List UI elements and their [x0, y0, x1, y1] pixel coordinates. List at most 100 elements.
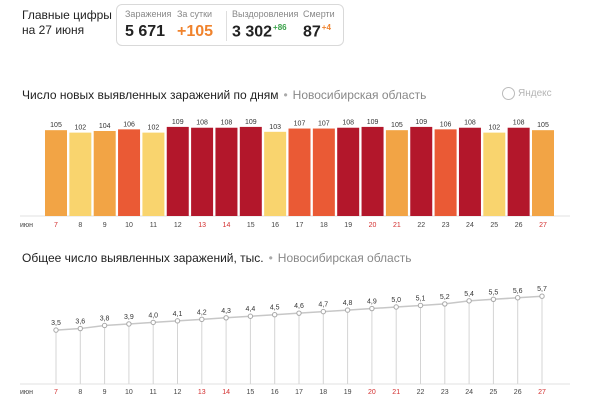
line-value-label: 4,5: [270, 305, 280, 312]
stat-deaths: Смерти 87+4: [303, 9, 335, 41]
line-value-label: 5,2: [440, 294, 450, 301]
line-x-tick: 23: [441, 389, 449, 396]
bar-x-tick: 7: [54, 222, 58, 229]
bar-x-tick: 25: [490, 222, 498, 229]
bar-x-tick: 24: [466, 222, 474, 229]
bar-x-tick: 14: [223, 222, 231, 229]
line-x-tick: 10: [125, 389, 133, 396]
stat-infections-label: Заражения: [125, 9, 172, 19]
line-x-tick: 24: [465, 389, 473, 396]
line-x-tick: 9: [103, 389, 107, 396]
stats-card: Заражения 5 671 За сутки +105 Выздоровле…: [116, 4, 344, 46]
daily-chart-region: Новосибирская область: [292, 88, 427, 102]
total-chart-title-text: Общее число выявленных заражений, тыс.: [22, 251, 264, 265]
stat-recovered-value-wrap: 3 302+86: [232, 23, 298, 41]
line-point-8: [77, 325, 84, 332]
line-x-tick: 14: [222, 389, 230, 396]
line-value-label: 4,9: [367, 299, 377, 306]
bar-value-label: 108: [196, 120, 208, 127]
bar-7: [45, 130, 67, 216]
total-line-chart: 3,5 7 3,6 8 3,8 9 3,9 10 4,0 11 4,1 12 4,2 13 4,3 14 4,4…: [20, 286, 570, 396]
bar-value-label: 108: [464, 120, 476, 127]
stats-divider: [226, 11, 227, 41]
line-x-tick: 11: [150, 389, 157, 396]
bar-value-label: 108: [221, 120, 233, 127]
bar-x-tick: 15: [247, 222, 255, 229]
stat-infections-value: 5 671: [125, 23, 166, 40]
line-x-tick: 7: [54, 389, 58, 396]
line-point-24: [466, 298, 472, 304]
bar-25: [483, 132, 506, 216]
line-value-label: 4,8: [343, 300, 353, 307]
stat-recovered-delta: +86: [273, 23, 287, 32]
stat-recovered-label: Выздоровления: [232, 9, 299, 19]
stat-deaths-value-wrap: 87+4: [303, 23, 335, 41]
title-separator: •: [283, 88, 288, 102]
bar-value-label: 109: [172, 119, 184, 126]
line-point-26: [515, 295, 521, 301]
bar-26: [507, 127, 530, 216]
bar-x-tick: 21: [393, 222, 401, 229]
line-value-label: 3,8: [100, 315, 110, 322]
line-value-label: 4,0: [148, 312, 158, 319]
bar-23: [434, 129, 457, 216]
stat-per-day: За сутки +105: [177, 9, 213, 41]
line-value-label: 5,1: [416, 295, 426, 302]
bar-value-label: 107: [294, 121, 306, 128]
stat-per-day-label: За сутки: [177, 9, 213, 19]
line-point-22: [417, 302, 424, 309]
line-x-tick: 16: [271, 389, 279, 396]
line-value-label: 5,4: [464, 291, 474, 298]
line-month-label: июн: [20, 389, 33, 396]
line-value-label: 4,4: [246, 306, 256, 313]
line-value-label: 4,2: [197, 309, 207, 316]
stat-infections: Заражения 5 671: [125, 9, 171, 41]
bar-21: [385, 130, 408, 216]
line-point-20: [369, 305, 375, 312]
bar-value-label: 106: [123, 121, 135, 128]
line-x-tick: 19: [344, 389, 352, 396]
line-x-tick: 12: [174, 389, 182, 396]
line-value-label: 5,6: [513, 288, 523, 295]
stat-deaths-value: 87: [303, 23, 321, 41]
line-x-tick: 13: [198, 389, 206, 396]
bar-value-label: 106: [440, 121, 452, 128]
bar-16: [264, 131, 287, 216]
line-point-18: [320, 308, 326, 315]
bar-value-label: 102: [488, 125, 500, 132]
bar-12: [166, 126, 189, 216]
line-point-23: [442, 301, 448, 307]
bar-value-label: 104: [99, 123, 111, 130]
bar-value-label: 103: [269, 124, 281, 131]
line-point-27: [539, 293, 545, 299]
bar-value-label: 105: [50, 122, 62, 129]
bar-10: [118, 129, 141, 216]
yandex-logo[interactable]: Яндекс: [502, 87, 552, 100]
line-point-21: [393, 304, 399, 310]
line-point-7: [53, 327, 59, 333]
bar-value-label: 109: [245, 119, 257, 126]
bar-value-label: 105: [537, 122, 549, 129]
total-chart-region: Новосибирская область: [277, 251, 412, 265]
bar-x-tick: 16: [271, 222, 279, 229]
yandex-circle-icon: [502, 87, 515, 100]
line-x-tick: 17: [295, 389, 303, 396]
line-x-tick: 25: [490, 389, 498, 396]
bar-x-tick: 17: [296, 222, 304, 229]
line-point-17: [296, 310, 302, 316]
total-chart-title: Общее число выявленных заражений, тыс. • Н…: [22, 251, 411, 265]
stat-deaths-label: Смерти: [303, 9, 335, 19]
line-point-11: [150, 319, 156, 326]
bar-24: [458, 127, 481, 216]
line-value-label: 4,7: [318, 302, 328, 309]
stat-recovered: Выздоровления 3 302+86: [232, 9, 298, 41]
line-point-9: [101, 322, 108, 329]
bar-27: [532, 130, 554, 216]
bar-x-tick: 20: [369, 222, 377, 229]
bar-value-label: 102: [148, 125, 160, 132]
line-point-13: [199, 316, 205, 323]
line-x-tick: 20: [368, 389, 376, 396]
bar-13: [191, 127, 214, 216]
line-value-label: 3,6: [75, 319, 85, 326]
bar-14: [215, 127, 238, 216]
